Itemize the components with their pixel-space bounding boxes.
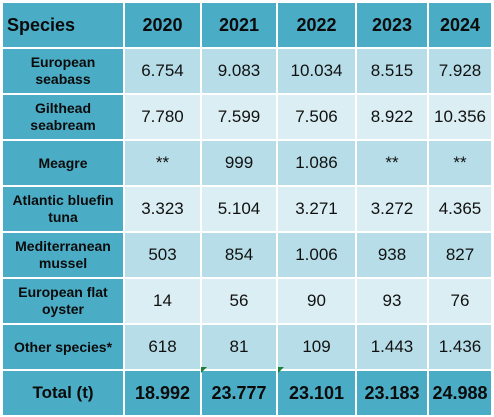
table-cell: **: [123, 139, 202, 187]
table-cell: 938: [355, 231, 429, 279]
total-cell: 23.777: [200, 369, 278, 417]
table-cell: **: [355, 139, 429, 187]
table-row: Mediterranean mussel 503 854 1.006 938 8…: [1, 231, 493, 279]
table-cell: 81: [200, 323, 278, 371]
table-cell: 1.443: [355, 323, 429, 371]
table-cell: 7.506: [276, 93, 357, 141]
table-cell: 5.104: [200, 185, 278, 233]
cell-comment-marker: [201, 367, 207, 373]
species-label: Mediterranean mussel: [1, 231, 125, 279]
table-cell: 827: [427, 231, 493, 279]
year-column-header: 2020: [123, 1, 202, 49]
table-cell: 4.365: [427, 185, 493, 233]
year-column-header: 2021: [200, 1, 278, 49]
table-row: Gilthead seabream 7.780 7.599 7.506 8.92…: [1, 93, 493, 141]
table-row: Other species* 618 81 109 1.443 1.436: [1, 323, 493, 371]
table-row: European flat oyster 14 56 90 93 76: [1, 277, 493, 325]
species-label: Atlantic bluefin tuna: [1, 185, 125, 233]
table-cell: 93: [355, 277, 429, 325]
table-cell: 10.356: [427, 93, 493, 141]
table-cell: 8.922: [355, 93, 429, 141]
table-row: Atlantic bluefin tuna 3.323 5.104 3.271 …: [1, 185, 493, 233]
species-column-header: Species: [1, 1, 125, 49]
table-cell: 8.515: [355, 47, 429, 95]
table-cell: 503: [123, 231, 202, 279]
cell-comment-marker: [278, 367, 284, 373]
table-row: European seabass 6.754 9.083 10.034 8.51…: [1, 47, 493, 95]
table-cell: 7.928: [427, 47, 493, 95]
table-row: Meagre ** 999 1.086 ** **: [1, 139, 493, 187]
table-cell: 90: [276, 277, 357, 325]
table-cell: 618: [123, 323, 202, 371]
total-cell: 18.992: [123, 369, 202, 417]
table-cell: 1.436: [427, 323, 493, 371]
table-cell: 999: [200, 139, 278, 187]
table-cell: 56: [200, 277, 278, 325]
total-cell: 23.101: [276, 369, 357, 417]
table-cell: 9.083: [200, 47, 278, 95]
table-cell: 1.086: [276, 139, 357, 187]
species-label: European flat oyster: [1, 277, 125, 325]
table-cell: **: [427, 139, 493, 187]
species-label: Gilthead seabream: [1, 93, 125, 141]
table-cell: 14: [123, 277, 202, 325]
table-cell: 3.323: [123, 185, 202, 233]
species-label: European seabass: [1, 47, 125, 95]
species-label: Other species*: [1, 323, 125, 371]
table-cell: 7.780: [123, 93, 202, 141]
table-cell: 1.006: [276, 231, 357, 279]
table-cell: 10.034: [276, 47, 357, 95]
species-label: Meagre: [1, 139, 125, 187]
table-cell: 109: [276, 323, 357, 371]
total-cell: 23.183: [355, 369, 429, 417]
table-cell: 76: [427, 277, 493, 325]
table-cell: 6.754: [123, 47, 202, 95]
total-row: Total (t) 18.992 23.777 23.101 23.183 24…: [1, 369, 493, 417]
table-cell: 854: [200, 231, 278, 279]
year-column-header: 2024: [427, 1, 493, 49]
table-cell: 3.271: [276, 185, 357, 233]
year-column-header: 2023: [355, 1, 429, 49]
table-cell: 3.272: [355, 185, 429, 233]
total-label: Total (t): [1, 369, 125, 417]
year-column-header: 2022: [276, 1, 357, 49]
table-cell: 7.599: [200, 93, 278, 141]
total-cell: 24.988: [427, 369, 493, 417]
header-row: Species 2020 2021 2022 2023 2024: [1, 1, 493, 49]
